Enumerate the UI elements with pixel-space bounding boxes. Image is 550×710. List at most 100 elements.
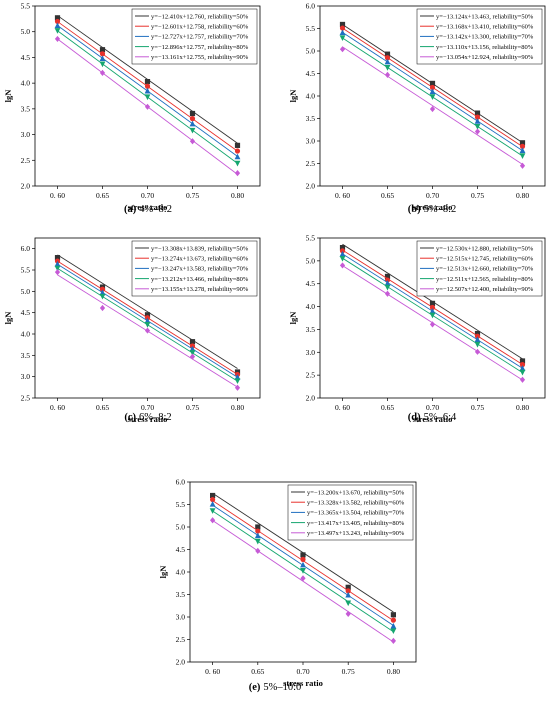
data-point [234, 160, 241, 167]
data-point [384, 55, 391, 61]
x-tick-label: 0. 60 [335, 191, 350, 200]
data-point [474, 110, 481, 116]
data-point [384, 58, 391, 65]
data-point [429, 312, 436, 319]
fit-line [57, 254, 238, 369]
x-tick-label: 0.75 [186, 403, 199, 412]
data-point [519, 362, 526, 368]
legend-entry: y=−13.328x+13.582, reliability=60% [307, 500, 405, 507]
y-tick-label: 2.5 [306, 159, 316, 168]
data-point [345, 588, 351, 594]
series-5 [54, 35, 241, 177]
series-5 [339, 262, 526, 383]
legend: y=−13.308x+13.839, reliability=50% y=−13.… [131, 240, 258, 297]
data-point [429, 300, 436, 306]
data-point [255, 547, 261, 554]
data-point [189, 350, 196, 356]
x-tick-label: 0.75 [342, 667, 355, 676]
data-point [519, 358, 526, 364]
data-point [390, 622, 397, 629]
series-4 [54, 265, 241, 385]
data-point [99, 293, 106, 300]
data-point [254, 538, 261, 545]
data-point [300, 556, 306, 563]
x-tick-label: 0.65 [381, 191, 394, 200]
x-tick-label: 0.70 [296, 667, 309, 676]
y-tick-label: 3.5 [306, 325, 316, 334]
y-tick-label: 5.0 [21, 27, 31, 36]
x-axis-title: stress ratio [413, 202, 453, 212]
data-point [474, 124, 481, 130]
chart-panel-1: 2.0 2.5 3.0 3.5 4.0 4.5 5.0 5.5 0. 60 0.65 0.70 0.7… [3, 2, 261, 212]
panel-caption: (a) 4%–8:2 [124, 204, 172, 215]
legend-entry: y=−13.497x+13.243, reliability=90% [307, 530, 405, 537]
y-tick-label: 3.5 [176, 590, 186, 599]
data-point [54, 35, 61, 43]
data-point [384, 65, 391, 71]
data-point [144, 87, 151, 94]
data-point [345, 584, 351, 590]
panel-letter: (d) [408, 412, 421, 423]
data-point [519, 147, 526, 154]
y-tick-label: 2.5 [21, 156, 31, 165]
data-point [234, 142, 241, 148]
legend-entry: y=−12.896x+12.757, reliability=80% [151, 44, 249, 51]
data-point [209, 508, 216, 514]
panel-label: 4%–8:2 [139, 204, 172, 215]
data-point [255, 528, 261, 534]
legend: y=−13.124x+13.463, reliability=50% y=−13.… [416, 8, 543, 65]
data-point [519, 365, 526, 371]
series-2 [210, 496, 396, 623]
data-point [210, 496, 216, 503]
legend-entry: y=−13.365x+13.504, reliability=70% [307, 510, 405, 517]
y-tick-label: 3.0 [21, 372, 31, 381]
x-tick-label: 0.70 [426, 191, 439, 200]
data-point [429, 84, 436, 91]
data-point [99, 55, 106, 62]
y-tick-label: 6.0 [176, 478, 186, 487]
panel-letter: (e) [249, 682, 261, 693]
x-tick-label: 0.65 [251, 667, 264, 676]
y-tick-label: 6.0 [21, 244, 31, 253]
legend-entry: y=−12.513x+12.660, reliability=70% [436, 266, 534, 273]
data-point [474, 118, 481, 124]
data-point [474, 128, 481, 135]
legend-entry: y=−13.110x+13.156, reliability=80% [436, 44, 534, 51]
data-point [234, 170, 241, 177]
y-tick-label: 2.5 [21, 394, 31, 403]
panel-caption: (b) 5%–8:2 [408, 204, 457, 215]
data-point [519, 143, 526, 149]
panel-label: 6%–8:2 [139, 412, 172, 423]
x-tick-label: 0.75 [186, 191, 199, 200]
y-tick-label: 3.0 [306, 348, 316, 357]
data-point [339, 250, 346, 257]
data-point [429, 105, 436, 113]
panel-letter: (b) [408, 204, 421, 215]
legend-box [287, 484, 414, 541]
data-point [474, 114, 481, 120]
legend-entry: y=−12.530x+12.880, reliability=50% [436, 245, 534, 252]
legend-entry: y=−13.212x+13.466, reliability=80% [151, 276, 249, 283]
data-point [234, 148, 241, 154]
data-point [429, 321, 436, 328]
data-point [189, 353, 196, 360]
x-tick-label: 0.65 [96, 403, 109, 412]
x-tick-label: 0. 60 [50, 403, 65, 412]
data-point [189, 345, 196, 352]
data-point [339, 46, 346, 53]
y-tick-label: 5.5 [176, 500, 186, 509]
data-point [144, 94, 151, 101]
y-tick-label: 5.5 [306, 234, 316, 243]
series-4 [339, 35, 526, 159]
data-point [474, 330, 481, 337]
data-point [99, 289, 106, 296]
data-point [384, 290, 391, 297]
y-tick-label: 5.0 [306, 47, 316, 56]
data-point [144, 103, 151, 110]
panel-label: 5%–10:0 [263, 682, 301, 693]
data-point [255, 524, 261, 530]
legend-entry: y=−13.142x+13.300, reliability=70% [436, 34, 534, 41]
series-1 [339, 21, 526, 146]
legend-entry: y=−13.417x+13.405, reliability=80% [307, 520, 405, 527]
